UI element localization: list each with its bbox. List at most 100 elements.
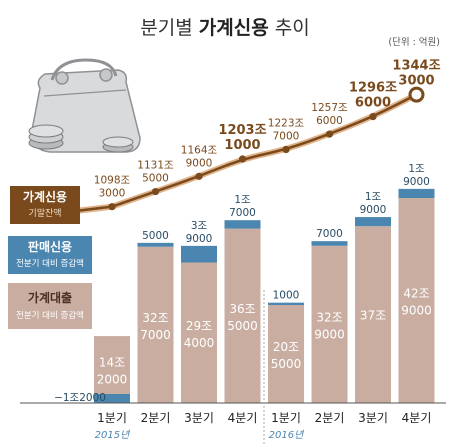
sales-label: 1조 9000: [403, 163, 430, 188]
x-tick-label: 3분기: [358, 411, 388, 425]
credit-point: [195, 172, 203, 180]
chart-title: 분기별 가계신용 추이: [140, 17, 309, 39]
credit-label-line: 1000: [224, 138, 260, 153]
credit-label-line: 1344조: [392, 59, 440, 74]
credit-label: 1164조 9000: [181, 144, 218, 169]
credit-label: 1257조 6000: [311, 102, 348, 127]
x-axis: 1분기 2분기 3분기 4분기 1분기 2분기 3분기 4분기 2015년 2016년: [20, 290, 446, 446]
sales-label-line: 1조: [408, 163, 425, 175]
sales-label-line: 1000: [273, 290, 300, 302]
x-tick-label: 4분기: [228, 411, 258, 425]
credit-label: 1098조 3000: [94, 175, 131, 200]
x-tick-label: 2분기: [141, 411, 171, 425]
title-suffix: 추이: [269, 17, 310, 39]
x-tick-label: 1분기: [271, 411, 301, 425]
loan-label-line: 37조: [360, 309, 386, 323]
credit-label-line: 1164조: [181, 144, 218, 156]
sales-label: −1조2000: [54, 392, 106, 404]
sales-label-line: 5000: [142, 230, 169, 242]
sales-bar: [268, 302, 304, 306]
coin-purse-icon: [28, 58, 141, 153]
sales-label: 5000: [142, 230, 169, 242]
credit-label-line: 1203조: [218, 123, 266, 138]
credit-label: 1203조 1000: [218, 123, 266, 153]
loan-label: 32조 9000: [314, 310, 345, 341]
sales-label: 3조 9000: [186, 220, 213, 245]
sales-label-line: 9000: [186, 233, 213, 245]
credit-point: [238, 155, 247, 163]
credit-label: 1344조 3000: [392, 59, 440, 89]
legend-credit-title: 가계신용: [23, 189, 67, 204]
x-tick-label: 2분기: [315, 411, 345, 425]
credit-label-line: 1223조: [268, 118, 305, 130]
loan-label: 29조 4000: [184, 319, 215, 350]
sales-label-line: 9000: [403, 176, 430, 188]
credit-point: [151, 187, 160, 196]
credit-label-line: 6000: [355, 96, 391, 111]
loan-label-line: 32조: [142, 311, 168, 325]
year-label: 2015년: [95, 429, 131, 441]
credit-label: 1296조 6000: [349, 81, 397, 111]
loan-bar: [268, 305, 304, 403]
sales-bar: [94, 394, 130, 403]
loan-label: 37조: [360, 309, 386, 323]
sales-label: 1조 7000: [229, 194, 256, 219]
loan-bar: [94, 336, 130, 403]
sales-label-line: −1조2000: [54, 392, 106, 404]
legend-sales-box: [8, 236, 92, 274]
loan-bar: [224, 228, 261, 403]
loan-label: 36조 5000: [227, 302, 258, 333]
sales-bar: [355, 217, 391, 227]
credit-label-line: 7000: [273, 131, 300, 143]
year-label: 2016년: [269, 429, 305, 441]
legend-loans-title: 가계대출: [28, 290, 72, 305]
credit-label-line: 1296조: [349, 81, 397, 96]
title-prefix: 분기별: [140, 17, 198, 39]
loan-label-line: 36조: [229, 302, 255, 316]
sales-label: 1000: [273, 290, 300, 302]
credit-point: [325, 130, 334, 138]
legend-credit-sub: 기말잔액: [28, 207, 61, 219]
credit-label-line: 1131조: [137, 160, 174, 172]
legend-sales-title: 판매신용: [28, 239, 72, 254]
x-tick-label: 1분기: [97, 411, 127, 425]
loan-bar: [137, 246, 174, 403]
sales-label-line: 3조: [191, 220, 208, 232]
credit-label-line: 6000: [316, 115, 343, 127]
unit-label: (단위 : 억원): [388, 36, 440, 48]
credit-label-line: 5000: [142, 173, 169, 185]
credit-point: [408, 86, 425, 103]
loan-label: 20조 5000: [271, 340, 302, 371]
sales-label-line: 1조: [234, 194, 251, 206]
credit-line: [61, 93, 418, 214]
loan-label-line: 5000: [227, 319, 258, 333]
sales-label: 1조 9000: [360, 191, 387, 216]
loan-label: 32조 7000: [140, 311, 171, 342]
sales-bar: [398, 188, 435, 198]
sales-bar: [137, 242, 174, 247]
credit-label: 1131조 5000: [137, 160, 174, 185]
legend-credit-box: [10, 186, 80, 224]
loan-label-line: 14조: [99, 356, 125, 370]
sales-label-line: 7000: [229, 207, 256, 219]
loan-bar: [311, 245, 348, 403]
credit-label-line: 1098조: [94, 175, 131, 187]
loan-bar: [398, 198, 435, 403]
loan-label-line: 29조: [186, 319, 212, 333]
loan-label-line: 4000: [184, 336, 215, 350]
sales-bar: [311, 241, 348, 246]
loan-label-line: 2000: [97, 373, 128, 387]
loan-label-line: 9000: [401, 304, 432, 318]
credit-label-line: 9000: [186, 157, 213, 169]
sales-label: 7000: [316, 228, 343, 240]
loan-label: 42조 9000: [401, 287, 432, 318]
legend-loans-sub: 전분기 대비 증감액: [16, 310, 84, 321]
sales-label-line: 7000: [316, 228, 343, 240]
credit-point: [108, 203, 116, 211]
legend-sales-sub: 전분기 대비 증감액: [16, 258, 84, 269]
credit-point: [369, 113, 377, 121]
loan-label-line: 42조: [403, 287, 429, 301]
